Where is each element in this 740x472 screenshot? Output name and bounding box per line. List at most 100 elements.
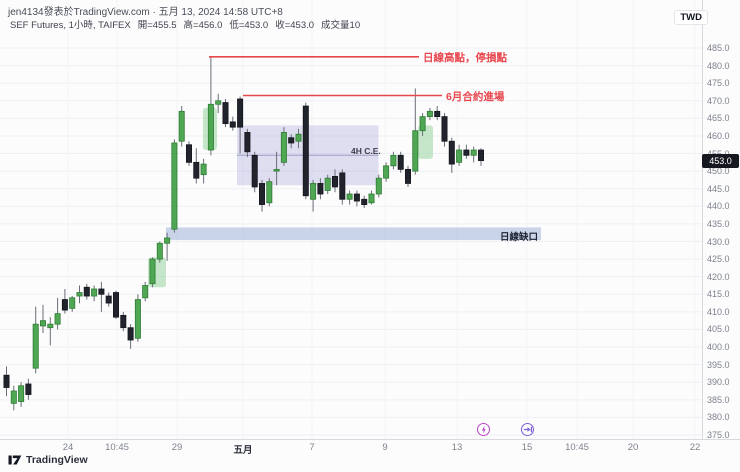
candle [441, 116, 448, 142]
price-tick-label: 480.0 [707, 60, 730, 71]
time-tick-label: 20 [627, 442, 639, 453]
candle [456, 149, 463, 163]
candle [229, 121, 236, 128]
candle [32, 323, 39, 369]
candle [105, 295, 112, 304]
byline: jen4134發表於TradingView.com · 五月 13, 2024 … [8, 7, 283, 18]
time-tick-label: 29 [171, 442, 183, 453]
candle [47, 323, 54, 329]
candle [463, 149, 470, 156]
candlestick-plot[interactable] [0, 0, 702, 439]
price-axis[interactable]: 375.0 380.0 385.0 390.0 395.0 400.0 405.0 410.0… [703, 0, 740, 440]
candle [273, 168, 280, 172]
price-tick-label: 435.0 [707, 218, 730, 229]
candle [375, 177, 382, 195]
price-tick-label: 375.0 [707, 430, 730, 440]
candle [127, 327, 134, 341]
time-axis[interactable]: 24 10:45 29 五月 7 9 13 15 10:45 20 22 [0, 440, 740, 456]
price-tick-label: 455.0 [707, 149, 730, 159]
gap-band[interactable] [166, 227, 541, 241]
candle [448, 140, 455, 165]
candle [178, 110, 185, 142]
candle [54, 313, 61, 325]
symbol-title: SEF Futures, 1小時, TAIFEX [10, 20, 131, 31]
price-tick-label: 460.0 [707, 130, 730, 141]
price-tick-label: 405.0 [707, 324, 730, 335]
candle [164, 237, 171, 244]
time-tick-label: 7 [309, 442, 315, 453]
candle [390, 154, 397, 167]
tradingview-logo[interactable]: TradingView [8, 454, 88, 466]
ohlc-field: 成交量10 [321, 20, 361, 31]
time-tick-label: 15 [521, 442, 533, 453]
annotation-gap-label[interactable]: 日線缺口 [500, 231, 539, 243]
price-tick-label: 465.0 [707, 113, 730, 124]
candle [266, 181, 273, 204]
candle [10, 390, 17, 404]
candle [142, 285, 149, 299]
candle [302, 105, 309, 197]
candle [171, 142, 178, 230]
price-tick-label: 420.0 [707, 271, 730, 282]
candle [383, 165, 390, 179]
candle [200, 163, 207, 176]
ohlc-values: 開=455.5 高=456.0 低=453.0 收=453.0 成交量10 [131, 20, 360, 31]
candle [434, 110, 441, 118]
candle [98, 288, 105, 295]
candle [222, 102, 229, 125]
time-tick-label: 五月 [233, 445, 253, 456]
candle [83, 286, 90, 297]
tradingview-logo-icon [8, 455, 22, 465]
candle [310, 183, 317, 200]
candle [120, 314, 127, 329]
price-tick-label: 450.0 [707, 166, 730, 177]
skip-forward-icon[interactable] [521, 423, 534, 436]
price-tick-label: 475.0 [707, 78, 730, 89]
annotation-4h-ce-label[interactable]: 4H C.E. [351, 145, 381, 156]
candle [258, 183, 265, 205]
currency-chip[interactable]: TWD [674, 10, 708, 25]
candle [25, 383, 32, 395]
candle [193, 161, 200, 179]
price-tick-label: 430.0 [707, 236, 730, 247]
price-tick-label: 445.0 [707, 183, 730, 194]
candle [353, 193, 360, 202]
time-tick-label: 13 [451, 442, 463, 453]
annotation-entry-label[interactable]: 6月合約進場 [446, 90, 505, 103]
candle [91, 288, 98, 297]
candle [113, 292, 120, 318]
price-axis-border [702, 0, 703, 439]
candle [61, 299, 68, 311]
candle [18, 385, 25, 402]
price-tick-label: 400.0 [707, 342, 730, 353]
price-tick-label: 485.0 [707, 43, 730, 53]
candle [134, 299, 141, 339]
candle [368, 193, 375, 204]
last-price-badge: 453.0 [702, 153, 739, 168]
candle [3, 374, 10, 388]
price-tick-label: 395.0 [707, 359, 730, 370]
time-tick-label: 10:45 [105, 442, 129, 453]
candle [237, 98, 244, 128]
price-tick-label: 410.0 [707, 306, 730, 317]
candle-highlight [418, 125, 433, 159]
price-tick-label: 470.0 [707, 95, 730, 106]
candle [477, 149, 484, 161]
ohlc-field: 開=455.5 [137, 20, 177, 31]
price-tick-label: 385.0 [707, 394, 730, 405]
candle [244, 132, 251, 153]
lightning-icon[interactable] [477, 423, 490, 436]
price-tick-label: 415.0 [707, 289, 730, 300]
annotation-daily-high-label[interactable]: 日線高點，停損點 [423, 52, 507, 65]
ohlc-field: 低=453.0 [229, 20, 269, 31]
price-tick-label: 380.0 [707, 412, 730, 423]
candle [40, 320, 47, 327]
price-tick-label: 425.0 [707, 254, 730, 265]
candle [404, 168, 411, 184]
candle [339, 172, 346, 200]
candle [397, 154, 404, 170]
candle [76, 292, 83, 297]
ohlc-field: 收=453.0 [275, 20, 315, 31]
symbol-info-row[interactable]: SEF Futures, 1小時, TAIFEX 開=455.5 高=456.0 低=… [10, 17, 360, 31]
